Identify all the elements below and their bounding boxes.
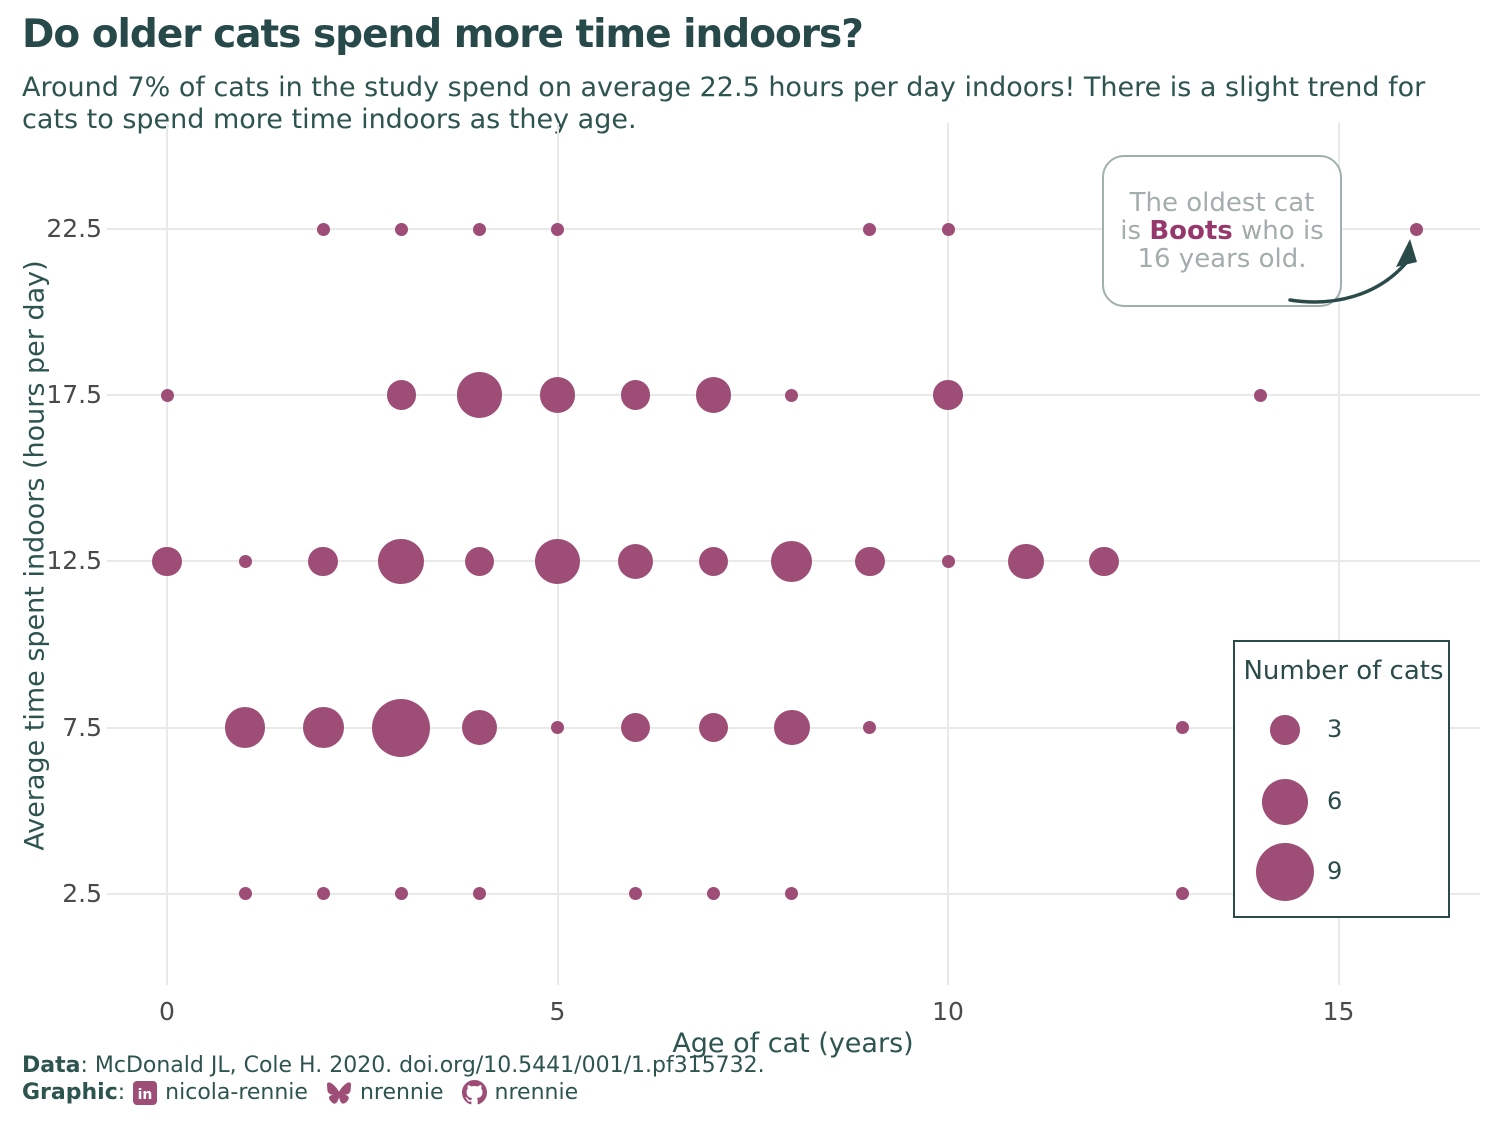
- data-point: [394, 887, 408, 901]
- x-axis-title: Age of cat (years): [672, 1028, 914, 1059]
- y-tick-label: 2.5: [62, 878, 102, 908]
- x-tick-label: 15: [1322, 997, 1355, 1026]
- data-point: [698, 546, 729, 577]
- data-point: [1008, 543, 1044, 580]
- github-username: nrennie: [494, 1080, 579, 1105]
- data-point: [863, 721, 877, 735]
- data-point: [238, 887, 252, 901]
- github-icon: [461, 1080, 487, 1105]
- x-gridline: [1337, 123, 1340, 985]
- data-point: [785, 887, 799, 901]
- data-point: [316, 887, 330, 901]
- legend-bubble: [1256, 843, 1314, 901]
- data-point: [695, 377, 732, 413]
- data-point: [316, 222, 330, 236]
- graphic-credit-label: Graphic: [22, 1080, 118, 1105]
- legend-size-label: 6: [1327, 787, 1343, 815]
- data-point: [785, 388, 799, 402]
- data-point: [456, 372, 503, 418]
- data-point: [629, 887, 643, 901]
- svg-text:in: in: [138, 1087, 153, 1103]
- data-point: [1253, 388, 1267, 402]
- y-tick-label: 22.5: [46, 214, 102, 243]
- data-point: [534, 538, 581, 585]
- data-point: [941, 222, 955, 236]
- data-point: [539, 377, 576, 413]
- butterfly-icon: [326, 1081, 351, 1104]
- annotation-text-after: who is 16 years old.: [1137, 215, 1324, 275]
- data-point: [620, 712, 651, 743]
- data-point: [1175, 887, 1189, 901]
- data-point: [160, 388, 174, 402]
- chart-title: Do older cats spend more time indoors?: [22, 12, 864, 57]
- annotation-text: The oldest cat is Boots who is 16 years …: [1120, 189, 1325, 273]
- x-tick-label: 5: [549, 997, 566, 1026]
- data-source-text: : McDonald JL, Cole H. 2020. doi.org/10.…: [80, 1053, 765, 1078]
- x-tick-label: 0: [159, 997, 175, 1026]
- data-point: [464, 546, 495, 577]
- data-point: [386, 380, 417, 410]
- data-point: [1175, 721, 1189, 735]
- annotation-text-before: The oldest cat is: [1120, 187, 1315, 246]
- data-point: [620, 380, 651, 410]
- annotation-highlight-name: Boots: [1149, 215, 1233, 246]
- data-point: [698, 712, 729, 743]
- data-point: [472, 887, 486, 901]
- annotation-arrow-icon: [1288, 239, 1417, 304]
- data-point: [238, 554, 252, 568]
- data-point: [152, 546, 182, 577]
- data-point: [472, 222, 486, 236]
- chart-subtitle: Around 7% of cats in the study spend on …: [22, 72, 1426, 135]
- legend-size-label: 9: [1327, 857, 1343, 885]
- linkedin-username: nicola-rennie: [165, 1080, 308, 1105]
- linkedin-icon: in: [133, 1080, 158, 1105]
- data-point: [378, 538, 425, 585]
- credits-line: Graphic: in nicola-rennie nrennie nrenni…: [22, 1080, 578, 1105]
- data-point: [941, 554, 955, 568]
- data-point: [617, 543, 654, 580]
- data-point: [551, 721, 564, 735]
- legend-size-label: 3: [1327, 715, 1343, 743]
- bluesky-username: nrennie: [359, 1080, 444, 1105]
- data-point: [855, 546, 885, 577]
- legend-bubble: [1270, 715, 1300, 745]
- legend-title: Number of cats: [1243, 656, 1444, 686]
- y-axis-title: Average time spent indoors (hours per da…: [19, 260, 51, 851]
- y-gridline: [107, 228, 1480, 230]
- y-tick-label: 12.5: [46, 546, 102, 576]
- data-point: [774, 709, 810, 746]
- data-point: [302, 707, 344, 748]
- data-point: [551, 222, 564, 236]
- legend-bubble: [1262, 779, 1308, 825]
- y-tick-label: 7.5: [62, 712, 102, 742]
- data-point: [461, 709, 498, 746]
- size-legend: Number of cats 3 6 9: [1233, 640, 1450, 918]
- data-point: [707, 887, 721, 901]
- data-point: [224, 707, 266, 748]
- x-tick-label: 10: [932, 997, 964, 1026]
- x-gridline: [947, 123, 949, 985]
- data-point: [1410, 222, 1424, 236]
- annotation-callout: The oldest cat is Boots who is 16 years …: [1102, 155, 1342, 307]
- graphic-credit-colon: :: [117, 1080, 126, 1105]
- data-source-line: Data: McDonald JL, Cole H. 2020. doi.org…: [22, 1053, 765, 1078]
- data-point: [372, 698, 431, 757]
- data-source-label: Data: [22, 1053, 81, 1078]
- y-tick-label: 17.5: [46, 380, 102, 410]
- data-point: [771, 540, 813, 582]
- data-point: [863, 222, 877, 236]
- data-point: [394, 222, 408, 236]
- data-point: [308, 546, 338, 577]
- data-point: [1089, 546, 1119, 577]
- data-point: [933, 380, 963, 410]
